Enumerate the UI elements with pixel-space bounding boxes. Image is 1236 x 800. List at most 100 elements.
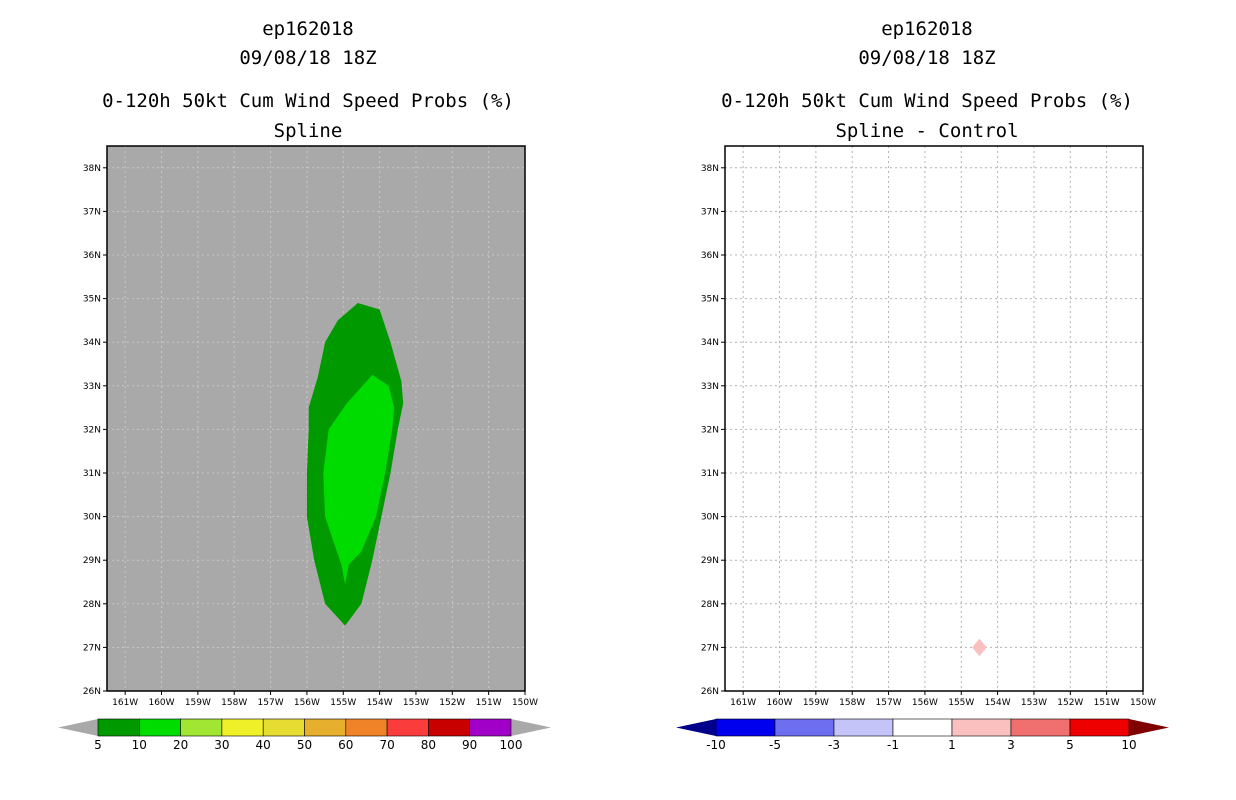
left-colorbar-label: 90 bbox=[462, 738, 477, 752]
right-colorbar-left-end bbox=[676, 719, 716, 736]
left-colorbar-swatch bbox=[180, 718, 223, 737]
right-subtitle: Spline - Control bbox=[835, 120, 1019, 142]
left-colorbar-label: 40 bbox=[256, 738, 271, 752]
left-colorbar-label: 70 bbox=[379, 738, 394, 752]
right-x-tick-label: 160W bbox=[766, 698, 792, 708]
left-y-tick-label: 32N bbox=[83, 425, 101, 435]
right-y-tick-label: 37N bbox=[701, 207, 719, 217]
right-x-tick-label: 155W bbox=[948, 698, 974, 708]
right-y-tick-label: 32N bbox=[701, 425, 719, 435]
right-frame bbox=[724, 145, 1144, 692]
left-y-tick-label: 36N bbox=[83, 251, 101, 261]
left-colorbar-label: 30 bbox=[214, 738, 229, 752]
left-colorbar-right-end bbox=[511, 719, 551, 736]
right-colorbar-swatch bbox=[951, 718, 1012, 737]
left-colorbar-label: 20 bbox=[173, 738, 188, 752]
left-colorbar-swatch bbox=[469, 718, 512, 737]
right-colorbar-label: -10 bbox=[706, 738, 726, 752]
right-x-tick-label: 153W bbox=[1021, 698, 1047, 708]
left-y-tick-label: 33N bbox=[83, 382, 101, 392]
left-y-tick-label: 27N bbox=[83, 643, 101, 653]
left-x-tick-label: 155W bbox=[330, 698, 356, 708]
right-x-tick-label: 159W bbox=[803, 698, 829, 708]
left-colorbar-swatch bbox=[304, 718, 347, 737]
right-colorbar-label: 1 bbox=[948, 738, 956, 752]
right-product-title: 0-120h 50kt Cum Wind Speed Probs (%) bbox=[721, 90, 1133, 112]
right-colorbar-label: -1 bbox=[887, 738, 899, 752]
right-datetime: 09/08/18 18Z bbox=[858, 47, 996, 69]
left-x-tick-label: 150W bbox=[512, 698, 538, 708]
left-colorbar-label: 50 bbox=[297, 738, 312, 752]
right-colorbar-label: -3 bbox=[828, 738, 840, 752]
left-product-title: 0-120h 50kt Cum Wind Speed Probs (%) bbox=[102, 90, 514, 112]
left-y-tick-label: 30N bbox=[83, 513, 101, 523]
left-frame bbox=[106, 145, 526, 692]
left-x-tick-label: 152W bbox=[439, 698, 465, 708]
left-y-tick-label: 29N bbox=[83, 556, 101, 566]
right-x-tick-label: 154W bbox=[985, 698, 1011, 708]
left-contour-10-20 bbox=[323, 374, 395, 585]
left-y-tick-label: 34N bbox=[83, 338, 101, 348]
right-colorbar-swatch bbox=[833, 718, 894, 737]
right-storm-id: ep162018 bbox=[881, 18, 973, 40]
right-x-tick-label: 152W bbox=[1057, 698, 1083, 708]
right-y-tick-label: 36N bbox=[701, 251, 719, 261]
left-x-tick-label: 161W bbox=[112, 698, 138, 708]
left-colorbar-left-end bbox=[58, 719, 98, 736]
left-colorbar-label: 100 bbox=[500, 738, 523, 752]
right-y-tick-label: 35N bbox=[701, 295, 719, 305]
left-y-tick-label: 26N bbox=[83, 687, 101, 697]
left-y-tick-label: 37N bbox=[83, 207, 101, 217]
right-colorbar-label: 3 bbox=[1007, 738, 1015, 752]
right-y-tick-label: 27N bbox=[701, 643, 719, 653]
right-x-tick-label: 158W bbox=[839, 698, 865, 708]
right-y-tick-label: 30N bbox=[701, 513, 719, 523]
left-colorbar-swatch bbox=[139, 718, 181, 737]
left-subtitle: Spline bbox=[273, 120, 343, 142]
right-colorbar-swatch bbox=[715, 718, 776, 737]
left-x-tick-label: 153W bbox=[403, 698, 429, 708]
right-colorbar-label: 10 bbox=[1121, 738, 1136, 752]
left-datetime: 09/08/18 18Z bbox=[239, 47, 377, 69]
left-colorbar-swatch bbox=[262, 718, 305, 737]
left-colorbar-label: 80 bbox=[421, 738, 436, 752]
left-colorbar-swatch bbox=[345, 718, 388, 737]
left-x-tick-label: 160W bbox=[148, 698, 174, 708]
right-colorbar-swatch bbox=[892, 718, 953, 737]
right-x-tick-label: 150W bbox=[1130, 698, 1156, 708]
left-x-tick-label: 158W bbox=[221, 698, 247, 708]
left-storm-id: ep162018 bbox=[262, 18, 354, 40]
right-plot-area bbox=[725, 146, 1143, 691]
right-y-tick-label: 33N bbox=[701, 382, 719, 392]
left-colorbar-swatch bbox=[386, 718, 429, 737]
left-x-tick-label: 156W bbox=[294, 698, 320, 708]
right-colorbar-swatch bbox=[1069, 718, 1130, 737]
right-x-tick-label: 151W bbox=[1094, 698, 1120, 708]
right-x-tick-label: 157W bbox=[876, 698, 902, 708]
left-x-tick-label: 159W bbox=[185, 698, 211, 708]
right-y-tick-label: 28N bbox=[701, 600, 719, 610]
left-colorbar-label: 5 bbox=[94, 738, 102, 752]
left-y-tick-label: 28N bbox=[83, 600, 101, 610]
right-colorbar-label: 5 bbox=[1066, 738, 1074, 752]
left-x-tick-label: 157W bbox=[258, 698, 284, 708]
right-x-tick-label: 156W bbox=[912, 698, 938, 708]
left-x-tick-label: 154W bbox=[367, 698, 393, 708]
left-colorbar-label: 60 bbox=[338, 738, 353, 752]
left-colorbar-swatch bbox=[97, 718, 140, 737]
left-y-tick-label: 31N bbox=[83, 469, 101, 479]
right-x-tick-label: 161W bbox=[730, 698, 756, 708]
right-colorbar-swatch bbox=[774, 718, 835, 737]
left-x-tick-label: 151W bbox=[476, 698, 502, 708]
right-colorbar-swatch bbox=[1010, 718, 1071, 737]
right-y-tick-label: 29N bbox=[701, 556, 719, 566]
right-colorbar-label: -5 bbox=[769, 738, 781, 752]
right-y-tick-label: 34N bbox=[701, 338, 719, 348]
right-y-tick-label: 38N bbox=[701, 164, 719, 174]
left-y-tick-label: 38N bbox=[83, 164, 101, 174]
left-colorbar-swatch bbox=[221, 718, 264, 737]
right-y-tick-label: 26N bbox=[701, 687, 719, 697]
right-contour-1-3 bbox=[972, 638, 987, 657]
left-colorbar-label: 10 bbox=[132, 738, 147, 752]
left-colorbar-swatch bbox=[428, 718, 470, 737]
